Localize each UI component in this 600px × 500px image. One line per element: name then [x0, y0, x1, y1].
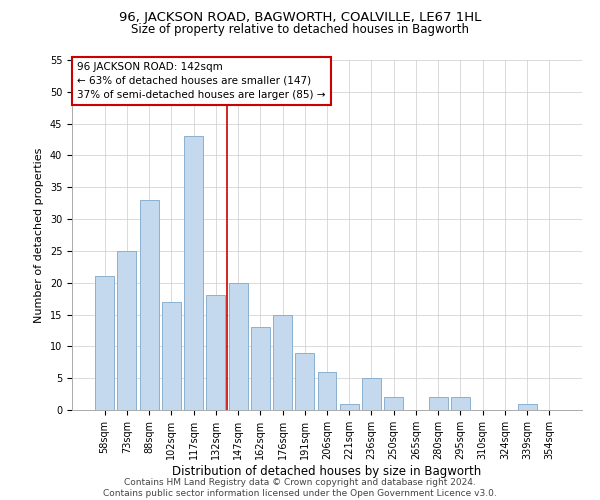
X-axis label: Distribution of detached houses by size in Bagworth: Distribution of detached houses by size … — [172, 464, 482, 477]
Bar — [118, 251, 136, 410]
Bar — [273, 314, 292, 410]
Bar — [451, 398, 470, 410]
Bar — [251, 328, 270, 410]
Bar — [162, 302, 181, 410]
Bar — [184, 136, 203, 410]
Bar — [140, 200, 158, 410]
Y-axis label: Number of detached properties: Number of detached properties — [34, 148, 44, 322]
Bar — [95, 276, 114, 410]
Bar — [384, 398, 403, 410]
Bar — [295, 352, 314, 410]
Bar — [429, 398, 448, 410]
Text: 96 JACKSON ROAD: 142sqm
← 63% of detached houses are smaller (147)
37% of semi-d: 96 JACKSON ROAD: 142sqm ← 63% of detache… — [77, 62, 326, 100]
Text: Contains HM Land Registry data © Crown copyright and database right 2024.
Contai: Contains HM Land Registry data © Crown c… — [103, 478, 497, 498]
Bar — [317, 372, 337, 410]
Bar — [229, 282, 248, 410]
Text: Size of property relative to detached houses in Bagworth: Size of property relative to detached ho… — [131, 22, 469, 36]
Bar — [206, 296, 225, 410]
Bar — [362, 378, 381, 410]
Bar — [518, 404, 536, 410]
Bar — [340, 404, 359, 410]
Text: 96, JACKSON ROAD, BAGWORTH, COALVILLE, LE67 1HL: 96, JACKSON ROAD, BAGWORTH, COALVILLE, L… — [119, 11, 481, 24]
